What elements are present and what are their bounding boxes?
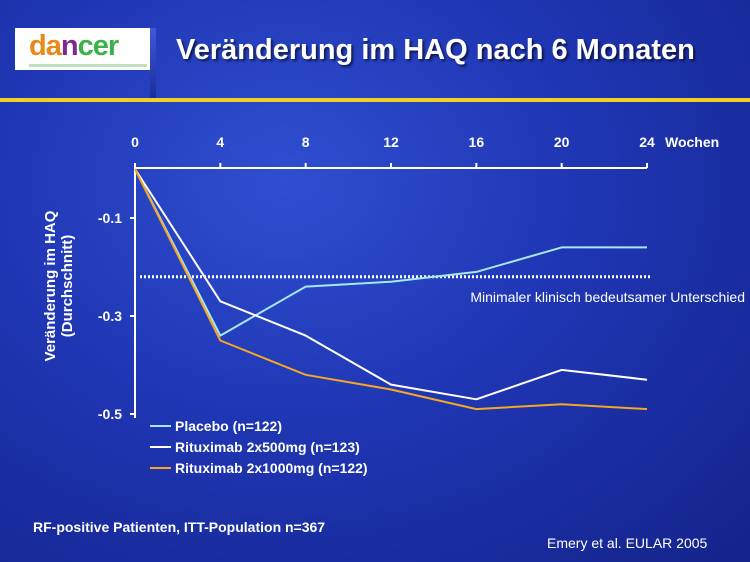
axes-group: 0 4 8 12 16 20 24 Wochen -0.1 -0.3 -0.5 — [98, 134, 719, 422]
logo-tagline-strip — [29, 64, 147, 67]
series-line — [134, 168, 648, 401]
series-line — [134, 168, 647, 337]
logo-wordmark: dancer — [29, 31, 150, 61]
header-divider — [0, 98, 750, 102]
y-tick-label: -0.1 — [98, 210, 122, 226]
x-tick-label: 0 — [131, 134, 139, 150]
page-title: Veränderung im HAQ nach 6 Monaten — [176, 34, 695, 66]
x-axis-unit: Wochen — [665, 134, 719, 150]
x-tick-label: 20 — [554, 134, 570, 150]
legend-label: Placebo (n=122) — [175, 418, 282, 434]
series-line — [134, 168, 648, 411]
source-citation: Emery et al. EULAR 2005 — [547, 535, 708, 551]
y-axis-title-line-1: Veränderung im HAQ — [42, 210, 59, 362]
dancer-logo: dancer — [15, 28, 150, 70]
legend-label: Rituximab 2x1000mg (n=122) — [175, 460, 368, 476]
y-axis-title: Veränderung im HAQ (Durchschnitt) — [42, 211, 76, 362]
x-tick-label: 8 — [302, 134, 310, 150]
series-group — [134, 168, 648, 411]
y-axis-title-line-2: (Durchschnitt) — [59, 234, 76, 338]
x-tick-label: 24 — [639, 134, 655, 150]
y-tick-label: -0.3 — [98, 308, 122, 324]
logo-part: cer — [77, 30, 120, 62]
x-tick-label: 16 — [469, 134, 485, 150]
legend-label: Rituximab 2x500mg (n=123) — [175, 439, 360, 455]
title-accent-bar — [150, 28, 156, 100]
y-tick-label: -0.5 — [98, 406, 122, 422]
logo-part: da — [29, 30, 62, 62]
x-tick-label: 4 — [216, 134, 224, 150]
population-note: RF-positive Patienten, ITT-Population n=… — [33, 519, 326, 535]
x-tick-label: 12 — [383, 134, 399, 150]
threshold-label: Minimaler klinisch bedeutsamer Unterschi… — [470, 289, 745, 305]
legend: Placebo (n=122) Rituximab 2x500mg (n=123)… — [150, 418, 368, 476]
logo-part: n — [60, 30, 79, 62]
